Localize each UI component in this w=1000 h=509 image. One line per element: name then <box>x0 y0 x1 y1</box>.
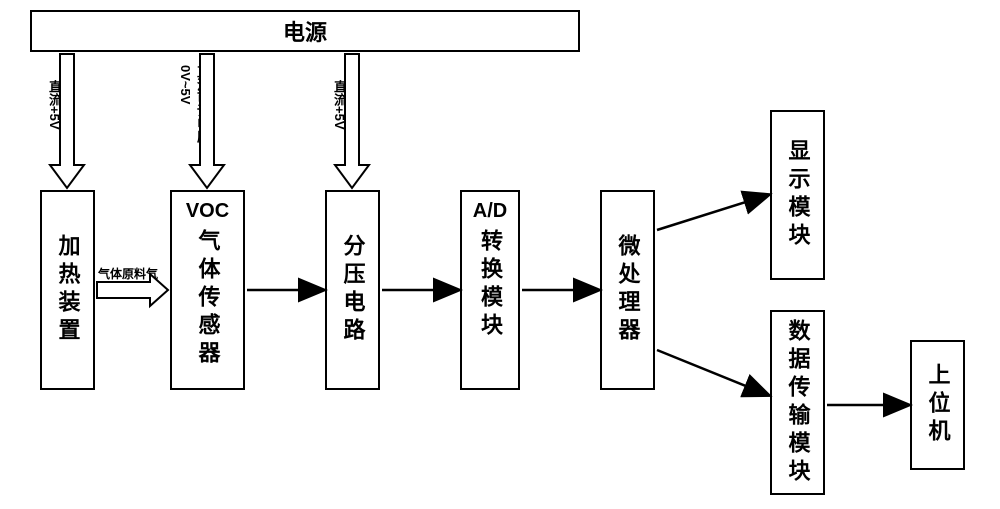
power-arrow-label-0: 直流+5V <box>45 80 64 130</box>
adc-box: A/D 转换模块 <box>460 190 520 390</box>
host-box: 上位机 <box>910 340 965 470</box>
heater-box: 加热装置 <box>40 190 95 390</box>
datatx-box: 数据传输模块 <box>770 310 825 495</box>
mcu-label: 微处理器 <box>612 234 644 346</box>
host-label: 上位机 <box>922 363 954 447</box>
arrow-mcu-display <box>657 195 768 230</box>
sensor-box: VOC 气体传感器 <box>170 190 245 390</box>
sensor-label: 气体传感器 <box>192 229 224 369</box>
gas-arrow-label: 气体原料气 <box>98 265 158 282</box>
power-arrow-label-1: 直流可调电压 0V~5V <box>178 65 212 143</box>
adc-top-label: A/D <box>473 200 507 223</box>
divider-label: 分压电路 <box>337 234 369 346</box>
datatx-label: 数据传输模块 <box>782 319 814 487</box>
divider-box: 分压电路 <box>325 190 380 390</box>
arrow-mcu-datatx <box>657 350 768 395</box>
heater-label: 加热装置 <box>52 234 84 346</box>
display-label: 显示模块 <box>782 139 814 251</box>
adc-label: 转换模块 <box>474 229 506 341</box>
sensor-top-label: VOC <box>186 200 229 223</box>
power-box: 电源 <box>30 10 580 52</box>
power-arrow-label-2: 直流+5V <box>330 80 349 130</box>
mcu-box: 微处理器 <box>600 190 655 390</box>
display-box: 显示模块 <box>770 110 825 280</box>
power-label: 电源 <box>283 15 327 47</box>
